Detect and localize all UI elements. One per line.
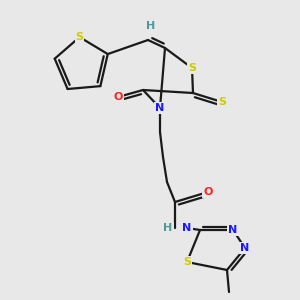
Text: S: S: [76, 32, 84, 42]
Text: H: H: [146, 21, 156, 31]
Text: O: O: [203, 187, 213, 197]
Text: S: S: [188, 63, 196, 73]
Text: S: S: [183, 257, 191, 267]
Text: O: O: [113, 92, 123, 102]
Text: N: N: [240, 243, 250, 253]
Text: H: H: [164, 223, 172, 233]
Text: N: N: [182, 223, 192, 233]
Text: N: N: [228, 225, 238, 235]
Text: S: S: [218, 97, 226, 107]
Text: N: N: [155, 103, 165, 113]
